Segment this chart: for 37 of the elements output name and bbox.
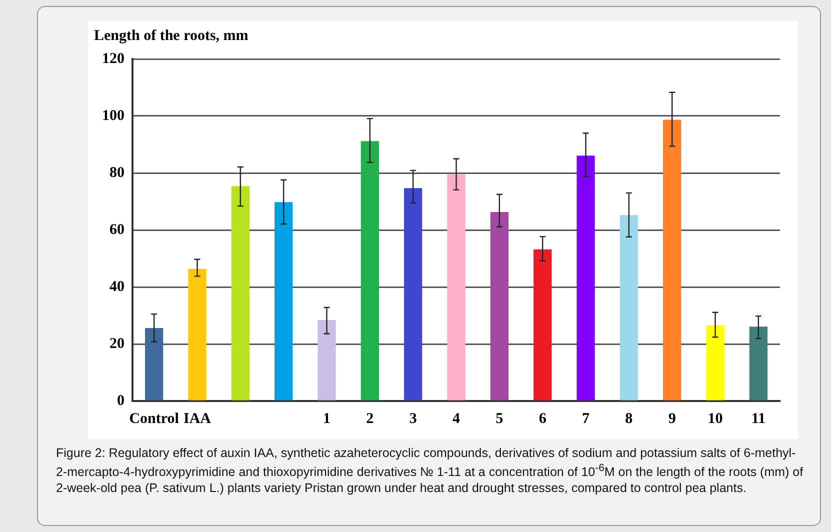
x-tick-label: 8 (625, 410, 633, 427)
bar (274, 202, 293, 400)
bar (360, 141, 379, 400)
y-tick-label: 80 (110, 164, 124, 181)
bar (231, 186, 250, 400)
bar (318, 320, 336, 400)
bar (188, 268, 206, 400)
y-axis-title: Length of the roots, mm (94, 28, 249, 44)
caption: Figure 2: Regulatory effect of auxin IAA, synthetic azaheterocyclic compounds, derivatives of sodium and potassium salts of 6-methyl-2-mercapto-4-hydroxypyrimidine and thioxopyrimidine derivatives № 1-11 at a concentration of 10$^{-6}$M on the length of the roots (mm) of 2-week-old pea (P. sativum L.) plants variety Pristan grown under heat and drought stresses, compared to control pea plants. (56, 445, 804, 496)
bar (490, 212, 508, 400)
x-tick-label: 1 (323, 410, 330, 427)
y-tick-label: 120 (102, 50, 124, 67)
bar (447, 174, 466, 400)
y-tick-label: 60 (110, 222, 124, 238)
x-tick-label: 9 (668, 410, 676, 427)
x-tick-label: Control (129, 410, 179, 427)
bar (706, 325, 724, 400)
x-tick-label: 5 (496, 410, 504, 427)
x-tick-label: 2 (366, 410, 374, 427)
y-tick-label: 100 (102, 108, 124, 124)
bar (620, 215, 638, 400)
x-tick-label: 6 (538, 410, 547, 427)
bar (534, 249, 552, 400)
x-tick-label: 10 (708, 410, 723, 427)
x-tick-label: 3 (409, 410, 417, 427)
bar (576, 156, 595, 400)
x-tick-label: IAA (183, 410, 212, 427)
bar (145, 328, 164, 400)
bar (663, 120, 682, 400)
x-tick-label: 11 (751, 410, 766, 427)
x-tick-label: 7 (582, 410, 590, 427)
y-tick-label: 20 (110, 336, 124, 352)
y-tick-label: 0 (117, 392, 124, 409)
x-tick-label: 4 (452, 410, 460, 427)
bar (404, 188, 422, 400)
bar (749, 326, 768, 400)
y-tick-label: 40 (110, 278, 124, 295)
